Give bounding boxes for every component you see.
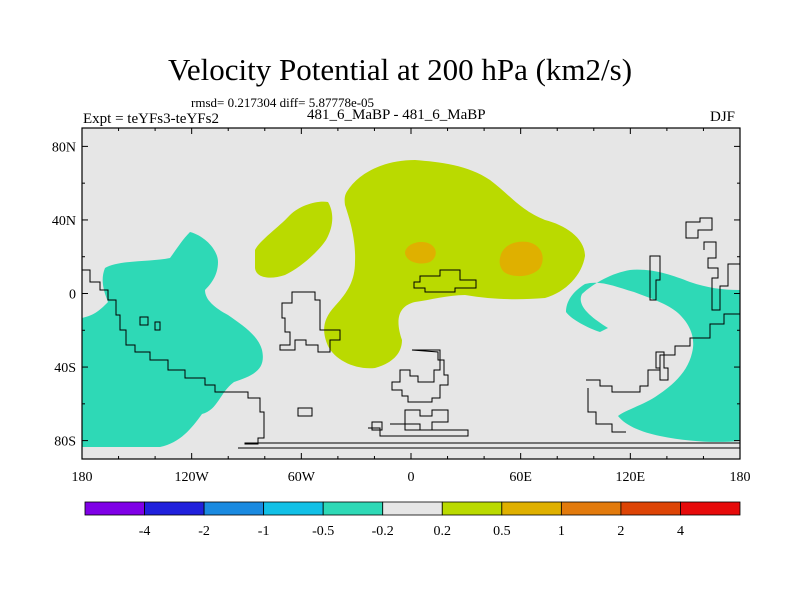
colorbar-label: -0.5 [312, 524, 334, 539]
colorbar-swatch [620, 501, 681, 516]
colorbar-label: 1 [558, 524, 565, 539]
colorbar-swatch [501, 501, 562, 516]
coastlines [82, 217, 740, 449]
region-maxima-1 [405, 242, 436, 264]
season-label: DJF [710, 109, 736, 125]
region-west-pacific-negative [82, 232, 263, 447]
experiment-label: Expt = teYFs3-teYFs2 [83, 111, 219, 127]
y-tick-label: 0 [69, 288, 76, 303]
colorbar-swatch [144, 501, 205, 516]
y-tick-label: 80N [52, 140, 76, 155]
y-tick-label: 40S [54, 361, 76, 376]
colorbar-label: 2 [617, 524, 624, 539]
case-label: 481_6_MaBP - 481_6_MaBP [307, 107, 486, 123]
colorbar-swatch [441, 501, 503, 516]
region-east-pacific-negative [566, 269, 740, 442]
colorbar-swatch [84, 501, 145, 516]
x-tick-label: 60E [509, 470, 532, 485]
map-title: Velocity Potential at 200 hPa (km2/s) [167, 52, 633, 87]
region-maxima-2 [499, 241, 543, 277]
x-tick-label: 60W [288, 470, 316, 485]
x-tick-label: 0 [408, 470, 415, 485]
colorbar-swatch [680, 501, 741, 516]
colorbar: -4 -2 -1 -0.5 -0.2 0.2 0.5 1 2 4 [84, 501, 741, 539]
colorbar-label: 0.5 [493, 524, 511, 539]
x-tick-label: 120W [175, 470, 210, 485]
axis-tick-labels: 180 120W 60W 0 60E 120E 180 80N 40N 0 40S 80S [52, 140, 751, 485]
x-tick-label: 180 [72, 470, 93, 485]
colorbar-swatch [203, 501, 265, 516]
colorbar-swatch [263, 501, 324, 516]
colorbar-label: 0.2 [434, 524, 452, 539]
colorbar-swatch [322, 501, 384, 516]
y-tick-label: 80S [54, 435, 76, 450]
colorbar-swatch [560, 501, 622, 516]
colorbar-label: 4 [677, 524, 684, 539]
colorbar-label: -2 [198, 524, 210, 539]
region-africa-asia-positive [324, 160, 585, 369]
x-tick-label: 120E [616, 470, 646, 485]
x-tick-label: 180 [730, 470, 751, 485]
rmsd-diff-stats: rmsd= 0.217304 diff= 5.87778e-05 [191, 95, 375, 110]
y-tick-label: 40N [52, 214, 76, 229]
colorbar-label: -4 [139, 524, 151, 539]
colorbar-label: -0.2 [372, 524, 394, 539]
axis-ticks [81, 128, 741, 459]
colorbar-label: -1 [258, 524, 270, 539]
colorbar-swatch [382, 501, 443, 516]
region-atlantic-positive [255, 201, 333, 278]
